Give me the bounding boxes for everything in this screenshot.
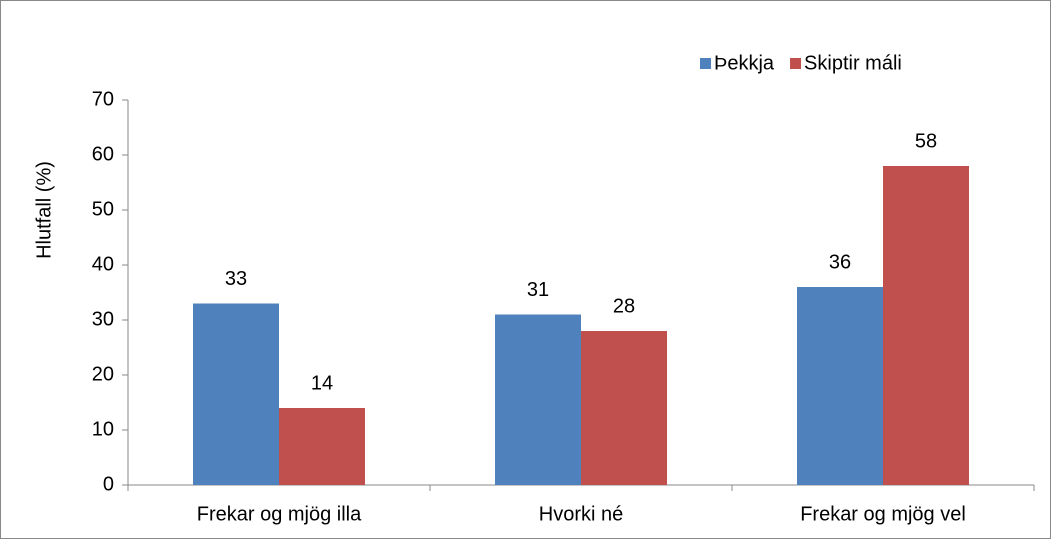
y-tick-label: 50 xyxy=(92,198,114,220)
y-axis-label: Hlutfall (%) xyxy=(33,161,55,259)
bar xyxy=(883,166,969,485)
x-tick-label: Hvorki né xyxy=(539,503,623,525)
x-tick-label: Frekar og mjög vel xyxy=(800,503,966,525)
legend-label: Þekkja xyxy=(714,52,775,74)
bar xyxy=(495,314,581,485)
y-tick-label: 30 xyxy=(92,308,114,330)
y-tick-label: 60 xyxy=(92,143,114,165)
x-tick-label: Frekar og mjög illa xyxy=(197,503,362,525)
legend-swatch xyxy=(790,58,802,69)
y-tick-label: 70 xyxy=(92,88,114,110)
y-tick-label: 20 xyxy=(92,363,114,385)
y-tick-label: 0 xyxy=(103,473,114,495)
data-label: 58 xyxy=(915,130,937,152)
data-label: 36 xyxy=(829,251,851,273)
legend-swatch xyxy=(700,58,711,69)
bar xyxy=(797,287,883,485)
data-label: 14 xyxy=(311,372,333,394)
bar xyxy=(279,408,365,485)
y-tick-label: 10 xyxy=(92,418,114,440)
data-label: 33 xyxy=(225,268,247,290)
y-tick-label: 40 xyxy=(92,253,114,275)
data-label: 31 xyxy=(527,279,549,301)
bar xyxy=(581,331,667,485)
legend-label: Skiptir máli xyxy=(804,52,902,74)
data-label: 28 xyxy=(613,295,635,317)
bar xyxy=(193,303,279,485)
